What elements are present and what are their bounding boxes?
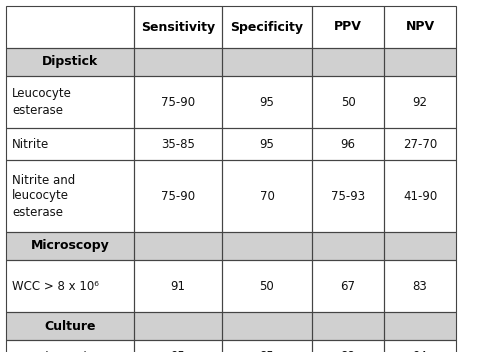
Text: >10⁵ bacteria/L: >10⁵ bacteria/L xyxy=(12,351,105,352)
Bar xyxy=(384,6,456,48)
Bar xyxy=(384,232,456,260)
Bar xyxy=(222,128,312,160)
Bar xyxy=(384,128,456,160)
Bar xyxy=(134,232,222,260)
Bar xyxy=(312,6,384,48)
Text: Dipstick: Dipstick xyxy=(42,56,98,69)
Bar xyxy=(134,260,222,312)
Bar xyxy=(384,232,456,260)
Bar xyxy=(312,232,384,260)
Bar xyxy=(384,160,456,232)
Text: 41-90: 41-90 xyxy=(403,189,437,202)
Bar xyxy=(222,48,312,76)
Text: 95: 95 xyxy=(260,138,274,151)
Bar xyxy=(134,48,222,76)
Bar xyxy=(6,160,134,232)
Text: 50: 50 xyxy=(260,279,274,293)
Bar xyxy=(134,6,222,48)
Bar xyxy=(384,76,456,128)
Bar xyxy=(384,260,456,312)
Text: NPV: NPV xyxy=(405,20,435,33)
Bar xyxy=(134,340,222,352)
Bar xyxy=(222,160,312,232)
Bar xyxy=(312,340,384,352)
Bar xyxy=(384,312,456,340)
Text: PPV: PPV xyxy=(334,20,362,33)
Text: 85: 85 xyxy=(260,351,274,352)
Bar xyxy=(222,232,312,260)
Bar xyxy=(222,312,312,340)
Text: 96: 96 xyxy=(340,138,356,151)
Bar xyxy=(6,312,134,340)
Bar xyxy=(312,6,384,48)
Bar xyxy=(6,76,134,128)
Bar xyxy=(312,76,384,128)
Text: 95: 95 xyxy=(260,95,274,108)
Bar xyxy=(222,232,312,260)
Bar xyxy=(134,312,222,340)
Text: Culture: Culture xyxy=(44,320,96,333)
Bar xyxy=(312,48,384,76)
Bar xyxy=(6,6,134,48)
Text: Specificity: Specificity xyxy=(230,20,304,33)
Bar xyxy=(6,6,134,48)
Text: 75-93: 75-93 xyxy=(331,189,365,202)
Bar xyxy=(134,48,222,76)
Bar xyxy=(6,340,134,352)
Text: 94: 94 xyxy=(413,351,428,352)
Text: Nitrite: Nitrite xyxy=(12,138,49,151)
Bar xyxy=(222,260,312,312)
Bar xyxy=(222,48,312,76)
Text: 50: 50 xyxy=(341,95,355,108)
Bar xyxy=(134,76,222,128)
Bar xyxy=(134,312,222,340)
Text: 95: 95 xyxy=(171,351,186,352)
Bar xyxy=(6,232,134,260)
Bar xyxy=(312,260,384,312)
Bar xyxy=(134,6,222,48)
Text: 27-70: 27-70 xyxy=(403,138,437,151)
Bar xyxy=(384,48,456,76)
Text: 91: 91 xyxy=(171,279,186,293)
Bar xyxy=(312,48,384,76)
Bar xyxy=(222,6,312,48)
Bar xyxy=(222,6,312,48)
Bar xyxy=(222,76,312,128)
Text: Nitrite and
leucocyte
esterase: Nitrite and leucocyte esterase xyxy=(12,174,75,219)
Text: 75-90: 75-90 xyxy=(161,189,195,202)
Text: 75-90: 75-90 xyxy=(161,95,195,108)
Bar xyxy=(384,48,456,76)
Bar xyxy=(312,312,384,340)
Bar xyxy=(134,232,222,260)
Bar xyxy=(222,312,312,340)
Text: 70: 70 xyxy=(260,189,274,202)
Text: 35-85: 35-85 xyxy=(161,138,195,151)
Text: Sensitivity: Sensitivity xyxy=(141,20,215,33)
Bar xyxy=(6,48,134,76)
Bar xyxy=(312,160,384,232)
Bar xyxy=(6,48,134,76)
Text: Microscopy: Microscopy xyxy=(31,239,109,252)
Bar xyxy=(312,312,384,340)
Text: 92: 92 xyxy=(413,95,428,108)
Text: 67: 67 xyxy=(340,279,356,293)
Text: WCC > 8 x 10⁶: WCC > 8 x 10⁶ xyxy=(12,279,99,293)
Bar xyxy=(384,312,456,340)
Text: Leucocyte
esterase: Leucocyte esterase xyxy=(12,88,72,117)
Bar xyxy=(312,232,384,260)
Bar xyxy=(6,260,134,312)
Bar xyxy=(384,340,456,352)
Text: 88: 88 xyxy=(341,351,355,352)
Bar xyxy=(312,128,384,160)
Bar xyxy=(134,128,222,160)
Bar xyxy=(6,312,134,340)
Bar xyxy=(6,232,134,260)
Text: 83: 83 xyxy=(413,279,428,293)
Bar xyxy=(134,160,222,232)
Bar xyxy=(222,340,312,352)
Bar xyxy=(384,6,456,48)
Bar xyxy=(6,128,134,160)
